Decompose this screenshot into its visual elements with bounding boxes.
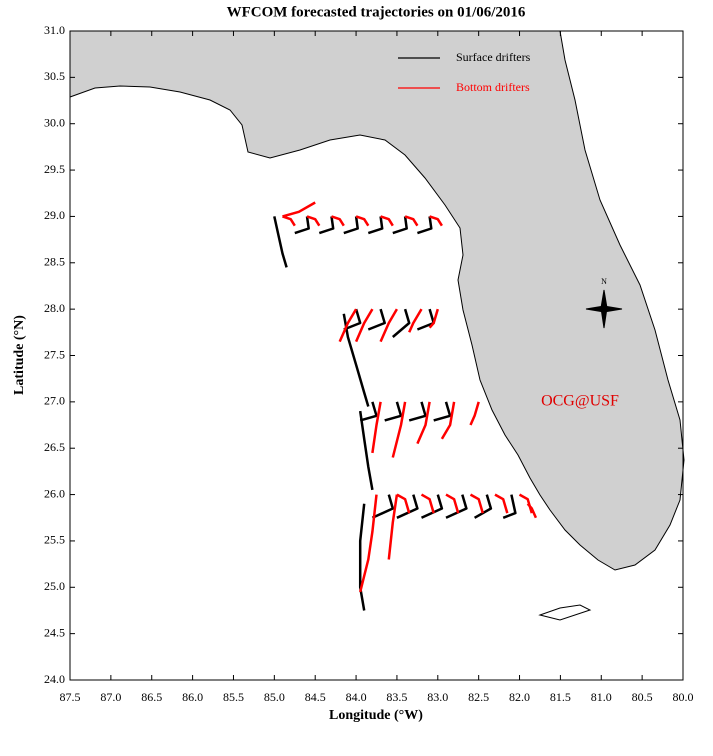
x-tick-label: 87.5 [60,690,81,704]
y-tick-label: 27.0 [44,394,65,408]
x-tick-label: 85.0 [264,690,285,704]
trajectory [408,401,427,422]
trajectory [371,494,395,519]
x-tick-label: 83.5 [386,690,407,704]
x-tick-label: 80.5 [632,690,653,704]
trajectory [391,308,411,338]
trajectory [379,308,398,343]
y-tick-label: 30.0 [44,115,65,129]
trajectory [384,401,403,422]
trajectory [367,308,386,331]
trajectory [355,215,370,227]
x-tick-label: 81.0 [591,690,612,704]
trajectory [367,216,384,235]
y-tick-label: 27.5 [44,347,65,361]
x-tick-label: 86.0 [182,690,203,704]
trajectory [420,494,444,519]
x-tick-label: 81.5 [550,690,571,704]
trajectory [273,216,288,268]
x-tick-label: 82.0 [509,690,530,704]
land [69,30,685,571]
trajectory [473,494,493,519]
trajectory [416,401,431,445]
trajectory [331,215,345,227]
trajectory [417,216,433,235]
trajectory [306,215,321,227]
trajectory [469,401,480,426]
trajectory [387,494,399,560]
trajectory [408,308,423,333]
trajectory [502,494,517,519]
y-tick-label: 25.5 [44,533,65,547]
y-tick-label: 28.5 [44,255,65,269]
trajectory [404,215,419,227]
x-tick-label: 82.5 [468,690,489,704]
chart-title: WFCOM forecasted trajectories on 01/06/2… [227,4,526,20]
annotation: OCG@USF [541,393,619,410]
y-tick-label: 31.0 [44,23,65,37]
y-tick-label: 28.0 [44,301,65,315]
keys [538,604,592,621]
trajectory [420,493,435,514]
y-tick-label: 24.5 [44,625,65,639]
trajectory [429,215,443,227]
trajectory [282,201,316,218]
trajectory [494,493,509,514]
x-tick-label: 80.0 [673,690,694,704]
x-tick-label: 84.5 [305,690,326,704]
trajectory [338,308,358,343]
x-tick-label: 86.5 [141,690,162,704]
trajectory [358,494,378,593]
trajectory [359,401,378,422]
trajectory [518,493,533,514]
x-tick-label: 84.0 [346,690,367,704]
compass [585,289,623,329]
x-tick-label: 85.5 [223,690,244,704]
trajectory [358,503,366,611]
trajectory [391,401,407,458]
trajectory [445,493,460,514]
y-tick-label: 24.0 [44,672,65,686]
trajectory [380,215,394,227]
trajectory [396,494,419,519]
legend-label: Bottom drifters [456,80,530,94]
trajectory [358,410,374,491]
y-tick-label: 26.5 [44,440,65,454]
y-tick-label: 29.0 [44,208,65,222]
y-tick-label: 30.5 [44,69,65,83]
trajectory [526,502,538,519]
x-tick-label: 87.0 [100,690,121,704]
trajectory [445,494,468,519]
x-axis-label: Longitude (°W) [329,708,423,723]
trajectory [433,401,452,422]
trajectory [354,308,374,343]
legend-label: Surface drifters [456,50,531,64]
trajectory [343,308,362,331]
y-tick-label: 29.5 [44,162,65,176]
y-axis-label: Latitude (°N) [12,315,27,395]
trajectory [392,216,408,235]
trajectory [294,216,310,235]
trajectory [469,493,484,514]
compass-label: N [601,277,607,286]
trajectory [396,493,411,514]
y-tick-label: 25.0 [44,579,65,593]
y-tick-label: 26.0 [44,486,65,500]
trajectory [428,308,439,329]
trajectory [343,216,359,235]
trajectory [318,216,335,235]
x-tick-label: 83.0 [427,690,448,704]
trajectory [282,215,296,227]
trajectory [440,401,456,440]
trajectory [371,401,382,454]
